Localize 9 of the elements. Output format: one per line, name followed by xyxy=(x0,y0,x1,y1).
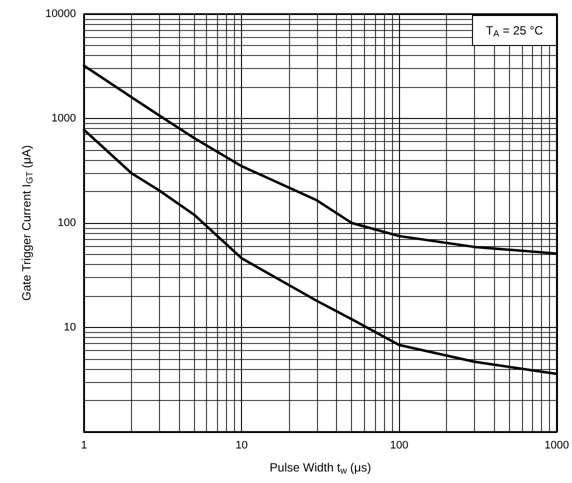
x-tick-label: 10 xyxy=(235,440,248,452)
y-tick-label: 100 xyxy=(58,217,76,229)
y-tick-label: 10000 xyxy=(45,8,76,20)
x-tick-label: 1000 xyxy=(544,440,570,452)
y-tick-label: 1000 xyxy=(52,112,76,124)
x-tick-label: 1 xyxy=(80,440,88,452)
y-tick-label: 10 xyxy=(64,322,76,334)
y-axis-title: Gate Trigger Current IGT (μA) xyxy=(20,145,34,301)
x-tick-label: 100 xyxy=(390,440,408,452)
